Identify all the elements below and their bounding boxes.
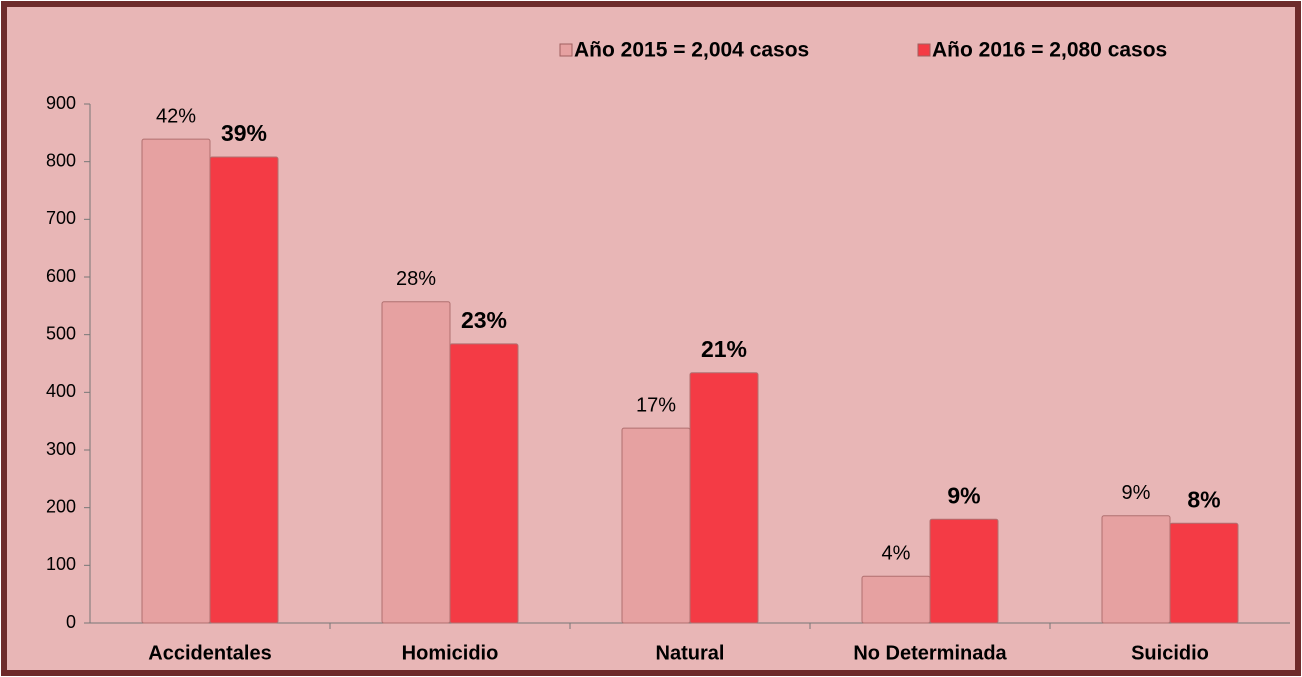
y-tick-label: 200 bbox=[46, 496, 76, 516]
bar bbox=[381, 301, 451, 624]
y-tick-label: 900 bbox=[46, 93, 76, 113]
data-label: 4% bbox=[882, 543, 911, 565]
legend-swatch bbox=[559, 43, 573, 57]
y-tick-label: 500 bbox=[46, 323, 76, 343]
legend-label: Año 2015 = 2,004 casos bbox=[574, 39, 809, 62]
data-label: 21% bbox=[701, 336, 747, 362]
bar bbox=[1169, 522, 1239, 624]
data-label: 28% bbox=[396, 268, 436, 290]
y-tick-label: 300 bbox=[46, 439, 76, 459]
y-tick-label: 100 bbox=[46, 554, 76, 574]
y-tick-label: 700 bbox=[46, 208, 76, 228]
bar bbox=[449, 343, 519, 624]
data-label: 8% bbox=[1187, 486, 1220, 512]
y-tick-label: 800 bbox=[46, 150, 76, 170]
bar bbox=[1101, 515, 1171, 624]
bar bbox=[141, 138, 211, 624]
bar bbox=[929, 518, 999, 624]
legend-label: Año 2016 = 2,080 casos bbox=[932, 39, 1167, 62]
data-label: 39% bbox=[221, 120, 267, 146]
y-tick-label: 0 bbox=[66, 612, 76, 632]
x-tick-label: Homicidio bbox=[402, 642, 499, 664]
x-tick-label: Accidentales bbox=[148, 642, 271, 664]
data-label: 42% bbox=[156, 105, 196, 127]
x-tick-label: No Determinada bbox=[853, 642, 1007, 664]
y-tick-label: 600 bbox=[46, 266, 76, 286]
bar bbox=[209, 156, 279, 624]
bar bbox=[861, 575, 931, 624]
data-label: 9% bbox=[1122, 482, 1151, 504]
x-tick-label: Natural bbox=[656, 642, 725, 664]
data-label: 23% bbox=[461, 307, 507, 333]
bar bbox=[689, 372, 759, 624]
data-label: 9% bbox=[947, 482, 980, 508]
data-label: 17% bbox=[636, 394, 676, 416]
y-tick-label: 400 bbox=[46, 381, 76, 401]
x-tick-label: Suicidio bbox=[1131, 642, 1209, 664]
legend-swatch bbox=[917, 43, 931, 57]
bar bbox=[621, 427, 691, 624]
